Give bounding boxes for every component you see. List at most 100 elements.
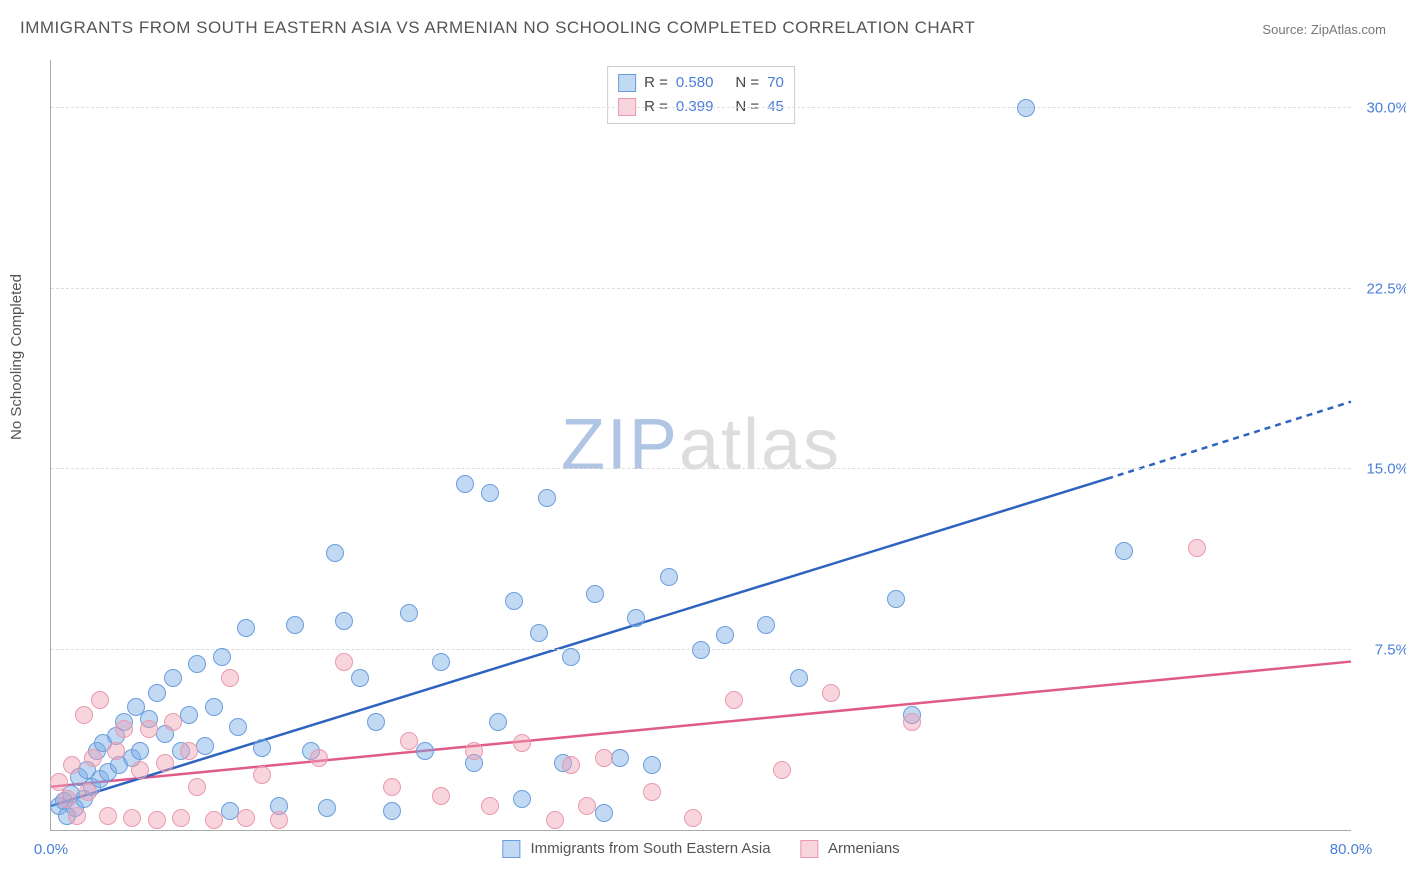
scatter-point-blue <box>335 612 353 630</box>
watermark-atlas: atlas <box>679 405 841 485</box>
scatter-point-pink <box>578 797 596 815</box>
scatter-point-pink <box>773 761 791 779</box>
watermark: ZIPatlas <box>561 404 841 486</box>
series-legend: Immigrants from South Eastern Asia Armen… <box>502 840 899 858</box>
scatter-point-pink <box>562 756 580 774</box>
scatter-point-pink <box>253 766 271 784</box>
scatter-point-pink <box>400 732 418 750</box>
scatter-point-pink <box>546 811 564 829</box>
chart-title: IMMIGRANTS FROM SOUTH EASTERN ASIA VS AR… <box>20 18 975 38</box>
scatter-point-pink <box>205 811 223 829</box>
n-value-1: 70 <box>767 71 784 95</box>
scatter-point-pink <box>383 778 401 796</box>
legend-swatch-blue <box>618 74 636 92</box>
x-tick-label: 80.0% <box>1330 841 1373 858</box>
scatter-point-pink <box>164 713 182 731</box>
source-label: Source: <box>1262 22 1307 37</box>
grid-line <box>51 288 1351 289</box>
scatter-point-blue <box>148 684 166 702</box>
scatter-point-blue <box>660 568 678 586</box>
scatter-point-blue <box>229 718 247 736</box>
scatter-point-blue <box>180 706 198 724</box>
legend-swatch-pink <box>801 840 819 858</box>
scatter-point-pink <box>148 811 166 829</box>
scatter-point-pink <box>75 706 93 724</box>
scatter-point-pink <box>310 749 328 767</box>
scatter-point-blue <box>416 742 434 760</box>
legend-item-1: Immigrants from South Eastern Asia <box>502 840 770 858</box>
scatter-point-blue <box>131 742 149 760</box>
scatter-point-blue <box>253 739 271 757</box>
scatter-point-pink <box>335 653 353 671</box>
scatter-point-blue <box>887 590 905 608</box>
scatter-point-pink <box>107 742 125 760</box>
scatter-point-blue <box>505 592 523 610</box>
legend-item-2: Armenians <box>801 840 900 858</box>
scatter-point-blue <box>643 756 661 774</box>
scatter-point-pink <box>68 807 86 825</box>
scatter-point-pink <box>1188 539 1206 557</box>
watermark-zip: ZIP <box>561 405 679 485</box>
scatter-point-blue <box>164 669 182 687</box>
correlation-legend: R = 0.580 N = 70 R = 0.399 N = 45 <box>607 66 795 124</box>
scatter-point-pink <box>84 749 102 767</box>
scatter-point-blue <box>790 669 808 687</box>
scatter-point-pink <box>79 783 97 801</box>
y-tick-label: 30.0% <box>1366 100 1406 117</box>
scatter-point-blue <box>595 804 613 822</box>
scatter-point-pink <box>481 797 499 815</box>
scatter-point-blue <box>627 609 645 627</box>
scatter-point-blue <box>196 737 214 755</box>
scatter-point-pink <box>50 773 68 791</box>
scatter-point-blue <box>237 619 255 637</box>
scatter-point-blue <box>326 544 344 562</box>
scatter-point-blue <box>351 669 369 687</box>
scatter-point-blue <box>367 713 385 731</box>
scatter-point-blue <box>562 648 580 666</box>
scatter-point-pink <box>58 790 76 808</box>
scatter-point-blue <box>205 698 223 716</box>
source-attribution: Source: ZipAtlas.com <box>1262 22 1386 37</box>
grid-line <box>51 107 1351 108</box>
x-tick-label: 0.0% <box>34 841 68 858</box>
scatter-point-blue <box>513 790 531 808</box>
scatter-point-pink <box>180 742 198 760</box>
scatter-point-pink <box>172 809 190 827</box>
scatter-point-blue <box>716 626 734 644</box>
scatter-point-blue <box>530 624 548 642</box>
scatter-point-blue <box>489 713 507 731</box>
scatter-point-blue <box>286 616 304 634</box>
scatter-point-pink <box>270 811 288 829</box>
grid-line <box>51 468 1351 469</box>
scatter-point-blue <box>611 749 629 767</box>
scatter-point-blue <box>586 585 604 603</box>
r-prefix: R = <box>644 71 668 95</box>
n-prefix: N = <box>735 71 759 95</box>
trend-lines <box>51 60 1351 830</box>
scatter-point-pink <box>63 756 81 774</box>
y-tick-label: 15.0% <box>1366 461 1406 478</box>
scatter-point-pink <box>156 754 174 772</box>
y-tick-label: 22.5% <box>1366 280 1406 297</box>
scatter-point-blue <box>383 802 401 820</box>
scatter-point-blue <box>538 489 556 507</box>
scatter-point-pink <box>115 720 133 738</box>
scatter-point-pink <box>221 669 239 687</box>
legend-row-series1: R = 0.580 N = 70 <box>618 71 784 95</box>
scatter-point-pink <box>684 809 702 827</box>
y-tick-label: 7.5% <box>1375 641 1406 658</box>
source-value: ZipAtlas.com <box>1311 22 1386 37</box>
y-axis-label: No Schooling Completed <box>8 274 25 440</box>
scatter-point-blue <box>213 648 231 666</box>
scatter-point-blue <box>400 604 418 622</box>
scatter-point-blue <box>188 655 206 673</box>
scatter-point-pink <box>123 809 141 827</box>
scatter-plot-area: ZIPatlas R = 0.580 N = 70 R = 0.399 N = … <box>50 60 1351 831</box>
scatter-point-pink <box>188 778 206 796</box>
scatter-point-pink <box>595 749 613 767</box>
scatter-point-pink <box>822 684 840 702</box>
scatter-point-blue <box>456 475 474 493</box>
legend-label-2: Armenians <box>828 840 900 857</box>
scatter-point-blue <box>481 484 499 502</box>
scatter-point-blue <box>432 653 450 671</box>
